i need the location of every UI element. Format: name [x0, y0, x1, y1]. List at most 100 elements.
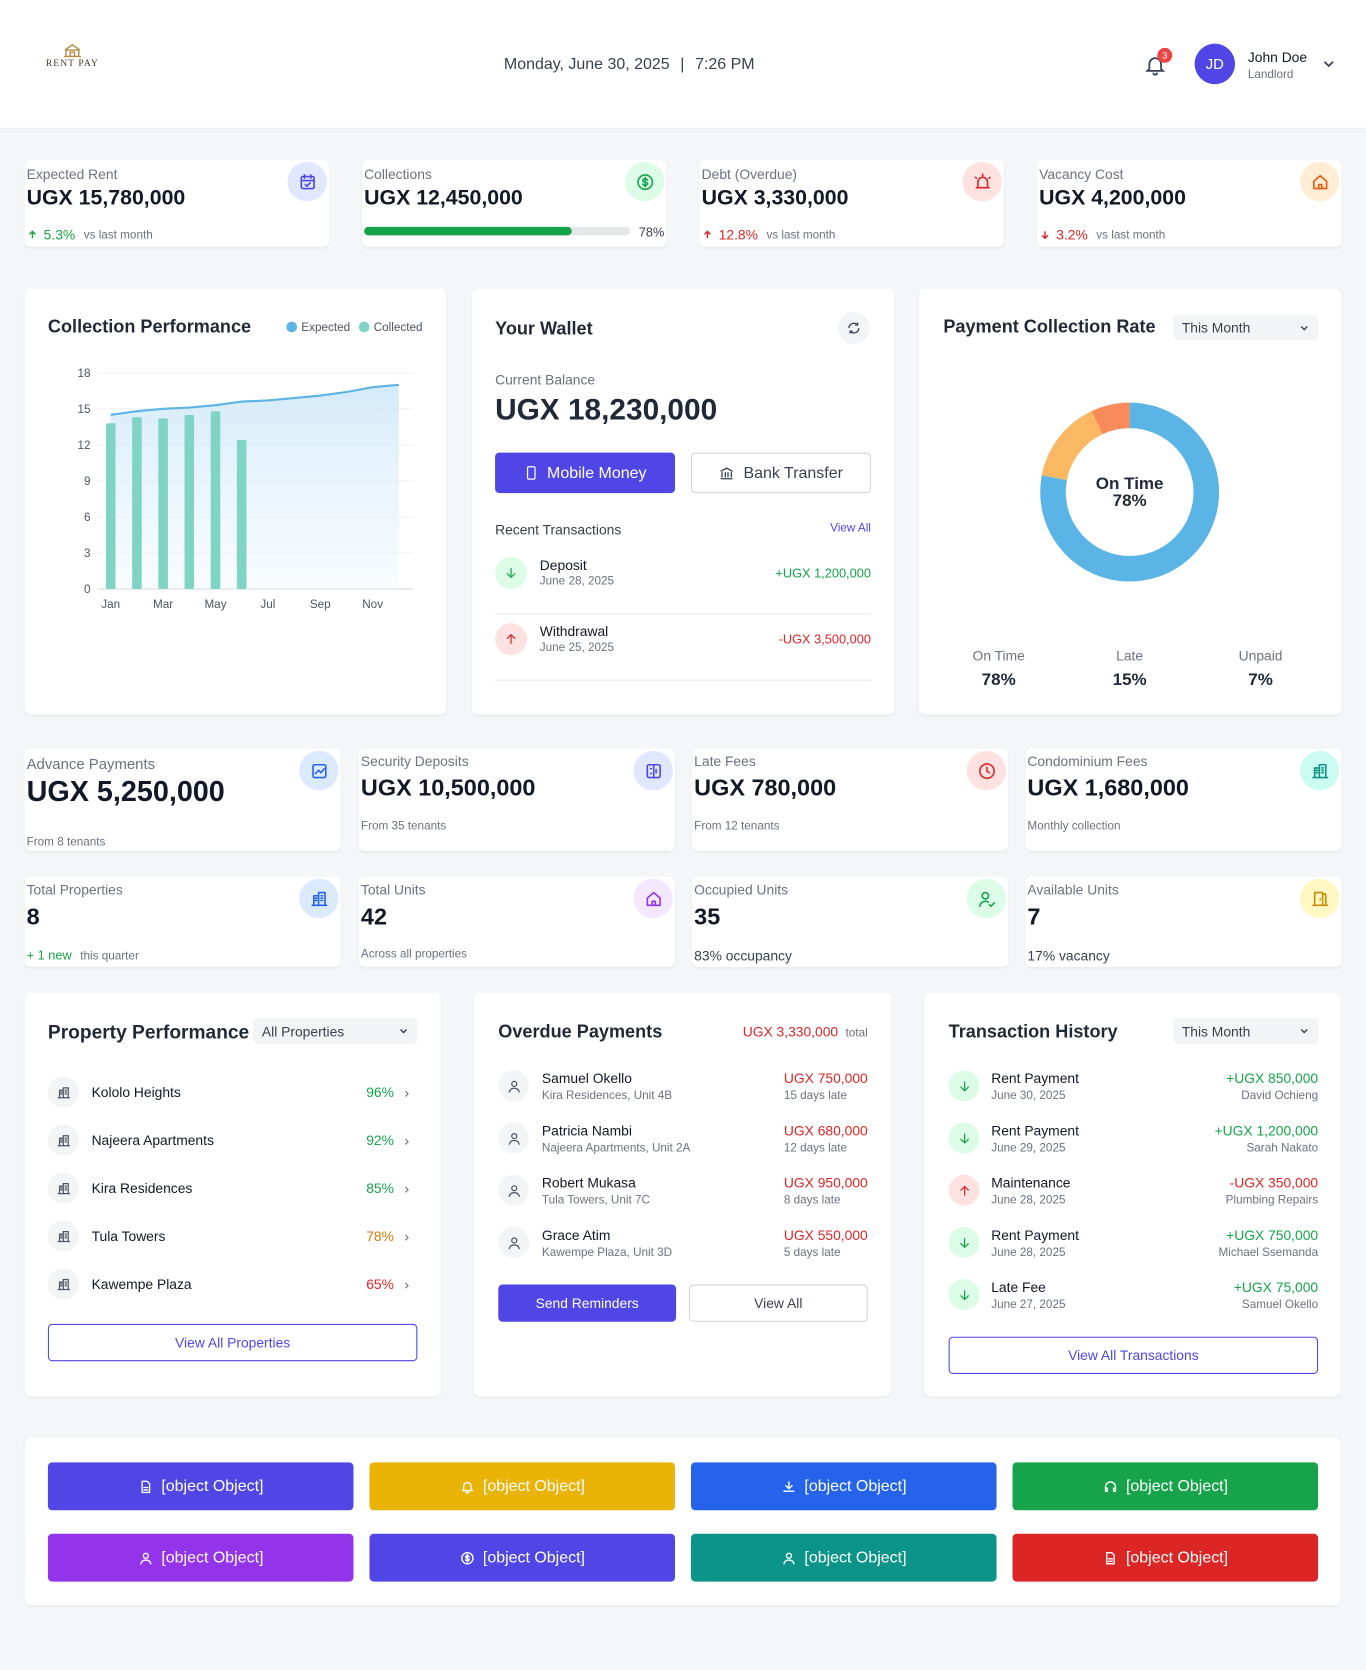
history-date: June 30, 2025: [991, 1089, 1066, 1103]
progress-label: 78%: [638, 224, 665, 240]
bank-transfer-button[interactable]: Bank Transfer: [690, 452, 871, 494]
total-label: total: [845, 1026, 868, 1040]
icon: [47, 1172, 79, 1204]
panel-title: Collection Performance: [47, 316, 252, 337]
button-icon: [459, 1479, 474, 1494]
icon-part: [310, 891, 327, 906]
summary-card: Expected Rent UGX 15,780,000 5.3% vs last m…: [24, 159, 329, 248]
icon-part: [139, 1558, 152, 1564]
refresh-button[interactable]: [837, 312, 870, 345]
icon-part: [959, 1133, 969, 1144]
amount-col: UGX 680,000 12 days late: [784, 1123, 868, 1155]
panel-title: Property Performance: [47, 1021, 250, 1043]
history-date: June 28, 2025: [991, 1246, 1066, 1259]
icon-part: [314, 767, 325, 774]
bar: [236, 440, 247, 590]
x-tick-label: Nov: [362, 598, 383, 611]
logo-mark: [63, 43, 81, 58]
icon-part: [1105, 1551, 1115, 1564]
property-row[interactable]: Kololo Heights 96%: [47, 1076, 417, 1124]
quick-action-button[interactable]: [object Object]: [1012, 1533, 1319, 1582]
quick-action-button[interactable]: [object Object]: [369, 1533, 676, 1582]
view-all-overdue[interactable]: View All: [688, 1284, 868, 1322]
icon-part: [646, 891, 661, 906]
icon-part: [404, 1090, 409, 1097]
property-row[interactable]: Najeera Apartments 92%: [47, 1124, 417, 1172]
property-row[interactable]: Kawempe Plaza 65%: [47, 1267, 417, 1315]
overdue-total: UGX 3,330,000 total: [743, 1024, 868, 1040]
property-select[interactable]: All Properties: [253, 1018, 418, 1044]
view-all-properties[interactable]: View All Properties: [47, 1323, 418, 1362]
button-icon: [1103, 1550, 1118, 1565]
avatar[interactable]: JD: [1194, 43, 1236, 85]
icon-part: [57, 1134, 70, 1146]
quick-action-button[interactable]: [object Object]: [47, 1462, 354, 1511]
card-label: Total Properties: [26, 881, 123, 898]
property-stat-card: Total Units 42 Across all properties: [358, 876, 676, 968]
icon-part: [142, 1552, 149, 1559]
quick-action-button[interactable]: [object Object]: [690, 1533, 997, 1582]
property-row[interactable]: Tula Towers 78%: [47, 1220, 417, 1268]
icon: [1299, 161, 1340, 202]
x-tick-label: Jan: [101, 598, 120, 611]
transaction-list: Deposit June 28, 2025 +UGX 1,200,000 Withdr…: [495, 550, 871, 682]
refresh-icon: [848, 322, 860, 334]
period-select[interactable]: This Month: [1173, 315, 1319, 340]
tenant-name: Patricia Nambi: [541, 1122, 632, 1139]
mobile-money-button[interactable]: Mobile Money: [495, 452, 676, 494]
overdue-row: Samuel Okello Kira Residences, Unit 4B UGX…: [498, 1069, 868, 1121]
chevron: [1300, 325, 1308, 331]
quick-action-button[interactable]: [object Object]: [369, 1462, 676, 1511]
chevron: [401, 1181, 412, 1200]
wallet-panel: Your Wallet Current Balance UGX 18,230,0…: [471, 288, 895, 715]
card-value: 42: [360, 903, 388, 930]
icon-part: [311, 763, 327, 778]
icon-part: [506, 634, 516, 645]
button-label: Bank Transfer: [743, 463, 843, 482]
panel-title: Payment Collection Rate: [943, 316, 1156, 337]
user-menu-toggle[interactable]: [1321, 56, 1336, 71]
transaction-amount: +UGX 1,200,000: [775, 565, 871, 581]
y-tick-label: 12: [77, 439, 90, 452]
user-name: John Doe: [1247, 48, 1308, 65]
icon-part: [510, 1132, 517, 1139]
datetime: Monday, June 30, 2025 | 7:26 PM: [416, 55, 842, 73]
property-row[interactable]: Kira Residences 85%: [47, 1172, 417, 1220]
icon-part: [29, 230, 36, 239]
history-title: Rent Payment: [991, 1122, 1079, 1139]
transaction-history-panel: Transaction History This Month Rent Paym…: [924, 992, 1341, 1397]
button-label: [object Object]: [1125, 1477, 1229, 1496]
quick-action-button[interactable]: [object Object]: [47, 1533, 354, 1582]
card-label: Expected Rent: [26, 166, 118, 183]
send-reminders-button[interactable]: Send Reminders: [498, 1284, 677, 1322]
card-note: From 35 tenants: [360, 820, 447, 833]
icon-part: [508, 1184, 520, 1197]
quick-action-button[interactable]: [object Object]: [1012, 1462, 1319, 1511]
icon-part: [404, 1234, 409, 1241]
overdue-row: Robert Mukasa Tula Towers, Unit 7C UGX 950…: [498, 1174, 868, 1226]
icon-part: [404, 1186, 409, 1193]
icon-part: [142, 1486, 148, 1491]
history-date: June 29, 2025: [991, 1141, 1066, 1155]
y-tick-label: 18: [77, 367, 90, 380]
view-all-transactions[interactable]: View All Transactions: [948, 1336, 1319, 1374]
quick-action-button[interactable]: [object Object]: [690, 1462, 997, 1511]
icon: [47, 1220, 79, 1252]
property-list: Kololo Heights 96% Najeera Apartments 92% Ki…: [47, 1076, 417, 1316]
icon-part: [404, 1186, 409, 1193]
chevron: [401, 1133, 412, 1152]
legend-value: 78%: [982, 670, 1016, 689]
period-select[interactable]: This Month: [1173, 1018, 1319, 1044]
x-tick-label: Jul: [260, 598, 275, 611]
x-tick-label: Mar: [153, 598, 173, 611]
icon-part: [506, 568, 516, 578]
donut-segment: [1091, 402, 1131, 435]
detail-card: Security Deposits UGX 10,500,000 From 35 t…: [358, 748, 676, 852]
icon-part: [57, 1230, 70, 1242]
view-all-link[interactable]: View All: [830, 521, 871, 535]
progress-fill: [364, 226, 572, 236]
icon: [1299, 750, 1340, 791]
tenant-unit: Najeera Apartments, Unit 2A: [541, 1141, 691, 1155]
transaction-amount: -UGX 3,500,000: [778, 631, 871, 647]
